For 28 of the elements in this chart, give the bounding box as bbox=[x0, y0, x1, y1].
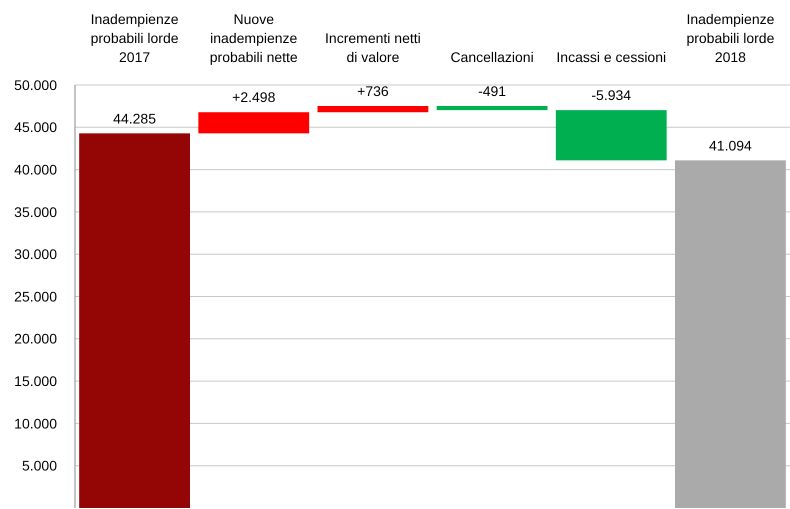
bar bbox=[556, 110, 667, 160]
x-tick-label: Nuove inadempienze probabili nette bbox=[210, 11, 298, 65]
data-label: +736 bbox=[357, 82, 389, 99]
data-label: -5.934 bbox=[591, 87, 632, 104]
bar bbox=[675, 160, 786, 508]
x-tick-label: Cancellazioni bbox=[450, 49, 534, 65]
x-tick-label: Incrementi netti di valore bbox=[325, 30, 421, 65]
y-tick-label: 25.000 bbox=[14, 288, 58, 304]
y-tick-label: 10.000 bbox=[14, 415, 58, 432]
data-label: -491 bbox=[478, 82, 506, 99]
x-tick-label: Inadempienze probabili lorde 2017 bbox=[90, 11, 179, 65]
y-tick-label: 5.000 bbox=[22, 458, 58, 474]
y-tick-label: 50.000 bbox=[14, 76, 58, 93]
y-tick-label: 30.000 bbox=[14, 246, 58, 262]
bar bbox=[318, 106, 428, 112]
bar bbox=[436, 106, 548, 110]
bar bbox=[79, 133, 190, 508]
y-tick-label: 20.000 bbox=[14, 330, 58, 347]
y-tick-label: 35.000 bbox=[14, 204, 58, 220]
data-label: +2.498 bbox=[232, 89, 276, 106]
x-tick-label: Inadempienze probabili lorde 2018 bbox=[686, 11, 775, 65]
data-label: 41.094 bbox=[709, 137, 752, 154]
data-label: 44.285 bbox=[113, 110, 156, 126]
y-tick-label: 45.000 bbox=[14, 119, 58, 136]
bar bbox=[198, 112, 310, 134]
y-tick-label: 15.000 bbox=[14, 373, 58, 389]
x-tick-label: Incassi e cessioni bbox=[556, 49, 666, 65]
y-tick-label: 40.000 bbox=[14, 162, 58, 178]
